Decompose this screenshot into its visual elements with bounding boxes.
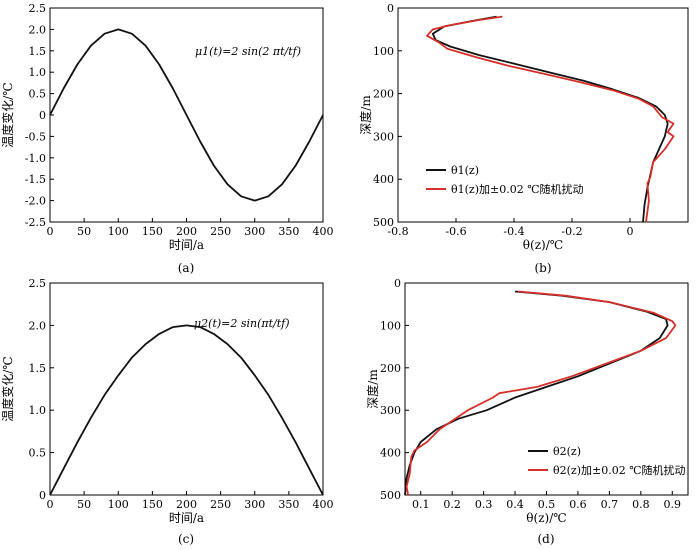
panel-caption: (c) [178, 532, 194, 546]
y-tick-label: 500 [373, 216, 394, 229]
x-tick-label: -0.4 [503, 225, 524, 238]
x-tick-label: 0 [627, 225, 634, 238]
y-tick-label: 100 [373, 45, 394, 58]
panel-caption: (a) [178, 261, 195, 275]
x-tick-label: 0.5 [538, 498, 556, 511]
panel-caption: (d) [537, 532, 554, 546]
y-tick-label: 2.5 [29, 2, 47, 15]
y-tick-label: -2.5 [25, 216, 46, 229]
series-line-2 [405, 290, 677, 496]
chart-panel-b: -0.8 -0.6 -0.4 -0.2 0 0 100 200 300 400 500 θ(z)/℃ 深… [358, 2, 689, 275]
x-axis-label: θ(z)/℃ [526, 511, 566, 525]
y-tick-label: -0.5 [25, 130, 46, 143]
series-line-1 [49, 324, 324, 496]
x-tick-label: -0.8 [387, 225, 408, 238]
y-tick-label: 1.5 [29, 45, 47, 58]
y-tick-label: 100 [380, 319, 401, 332]
y-tick-label: 200 [373, 88, 394, 101]
panel-caption: (b) [534, 261, 551, 275]
y-tick-label: -1.0 [25, 152, 46, 165]
x-axis-label: θ(z)/℃ [523, 238, 563, 252]
x-tick-label: 0.6 [569, 498, 587, 511]
x-tick-label: -0.6 [445, 225, 466, 238]
legend-entry-1: θ1(z) [451, 164, 479, 177]
x-tick-label: 0.2 [443, 498, 461, 511]
x-tick-label: 150 [142, 498, 163, 511]
x-tick-label: 0.8 [632, 498, 650, 511]
legend-entry-1: θ2(z) [553, 445, 581, 458]
y-tick-label: 400 [373, 173, 394, 186]
x-tick-label: 100 [108, 225, 129, 238]
chart-panel-a: 0 50 100 150 200 250 300 350 400 2.5 2.0 1.5 1.0 0.5 0… [0, 2, 334, 275]
x-tick-label: 250 [210, 225, 231, 238]
x-tick-label: 0.7 [601, 498, 619, 511]
y-tick-label: 0 [39, 109, 46, 122]
x-axis-label: 时间/a [169, 511, 204, 525]
x-tick-label: 0 [47, 225, 54, 238]
x-tick-label: 0.9 [664, 498, 682, 511]
x-tick-label: 0.3 [475, 498, 493, 511]
x-tick-label: 50 [77, 498, 91, 511]
y-tick-label: -1.5 [25, 173, 46, 186]
y-tick-label: 0 [387, 2, 394, 15]
legend-entry-2: θ2(z)加±0.02 ℃随机扰动 [553, 463, 686, 477]
y-tick-label: 300 [373, 130, 394, 143]
y-tick-label: 1.0 [29, 404, 47, 417]
x-tick-label: 350 [278, 498, 299, 511]
y-axis-label: 深度/m [365, 369, 380, 409]
y-tick-label: 2.0 [29, 23, 47, 36]
y-tick-label: 1.5 [29, 362, 47, 375]
x-tick-label: 0.4 [506, 498, 524, 511]
x-tick-label: 200 [176, 225, 197, 238]
x-tick-label: 400 [313, 498, 334, 511]
x-tick-label: 0 [47, 498, 54, 511]
x-tick-label: 0.1 [412, 498, 430, 511]
x-tick-label: 100 [108, 498, 129, 511]
y-tick-label: 500 [380, 489, 401, 502]
y-tick-label: 300 [380, 404, 401, 417]
y-axis-label: 温度变化/℃ [0, 82, 15, 147]
plot-frame [49, 282, 324, 496]
y-tick-label: 2.0 [29, 319, 47, 332]
y-tick-label: 0 [394, 277, 401, 290]
x-tick-label: 400 [313, 225, 334, 238]
x-tick-label: -0.2 [561, 225, 582, 238]
y-tick-label: -2.0 [25, 195, 46, 208]
y-axis-label: 温度变化/℃ [0, 356, 15, 421]
y-tick-label: 200 [380, 362, 401, 375]
y-axis-label: 深度/m [358, 95, 373, 135]
chart-panel-d: 0.1 0.2 0.3 0.4 0.5 0.6 0.7 0.8 0.9 0 100 200 300 400… [365, 277, 689, 546]
x-tick-label: 300 [244, 498, 265, 511]
legend-entry-2: θ1(z)加±0.02 ℃随机扰动 [451, 182, 584, 196]
x-tick-label: 200 [176, 498, 197, 511]
chart-panel-c: 0 50 100 150 200 250 300 350 400 0 0.5 1.0 1.5 2.0 2.5… [0, 277, 334, 546]
formula-annotation: μ2(t)=2 sin(πt/tf) [194, 317, 290, 330]
y-tick-label: 2.5 [29, 277, 47, 290]
y-tick-label: 0 [39, 489, 46, 502]
x-tick-label: 150 [142, 225, 163, 238]
x-axis-label: 时间/a [169, 238, 204, 252]
formula-annotation: μ1(t)=2 sin(2 πt/tf) [195, 45, 301, 58]
x-tick-label: 300 [244, 225, 265, 238]
series-line-1 [49, 28, 324, 202]
x-tick-label: 250 [210, 498, 231, 511]
x-tick-label: 50 [77, 225, 91, 238]
plot-frame [397, 7, 689, 223]
y-tick-label: 400 [380, 447, 401, 460]
y-tick-label: 0.5 [29, 447, 47, 460]
y-tick-label: 1.0 [29, 66, 47, 79]
x-tick-label: 350 [278, 225, 299, 238]
series-line-2 [426, 15, 675, 223]
y-tick-label: 0.5 [29, 88, 47, 101]
